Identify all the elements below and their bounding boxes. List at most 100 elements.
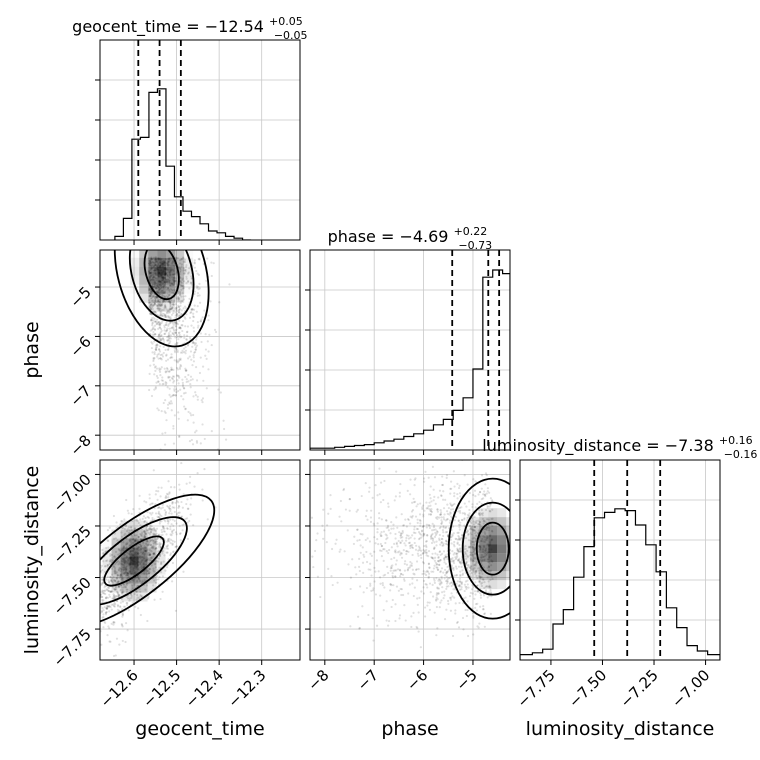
y-tick-label: −7.25 bbox=[50, 522, 95, 567]
contour-2 bbox=[447, 477, 510, 620]
density-cell bbox=[479, 562, 489, 572]
density-cell bbox=[148, 302, 158, 312]
density-cell bbox=[129, 583, 139, 593]
density-cell bbox=[470, 526, 480, 536]
density-cell bbox=[157, 231, 166, 240]
density-cell bbox=[130, 266, 140, 276]
density-cell bbox=[139, 240, 148, 249]
density-cell bbox=[120, 583, 130, 593]
density-cell bbox=[166, 302, 176, 312]
y-tick-label: −7.50 bbox=[50, 574, 95, 619]
title-geocent-time: geocent_time = −12.54 +0.05 −0.05 bbox=[72, 10, 308, 42]
density-cell bbox=[148, 293, 158, 303]
y-tick-label: −7 bbox=[66, 382, 94, 410]
density-cell bbox=[497, 562, 507, 572]
density-cell bbox=[129, 538, 139, 548]
density-cell bbox=[111, 583, 121, 593]
density-cell bbox=[138, 583, 148, 593]
density-cell bbox=[138, 529, 148, 539]
scatter-points bbox=[310, 460, 494, 649]
density-cell bbox=[111, 574, 121, 584]
y-tick-label: −7.75 bbox=[50, 625, 95, 670]
density-cell bbox=[175, 250, 185, 258]
cell-geocent_time-luminosity_distance: −12.6−12.5−12.4−12.3 −7.75 −7.50 −7.25 −7.00 bbox=[50, 459, 301, 711]
density-cell bbox=[157, 302, 167, 312]
title-geocent-time-label: geocent_time = −12.54 bbox=[72, 17, 264, 37]
density-cell bbox=[157, 240, 166, 249]
density-cell bbox=[147, 565, 157, 575]
density-cell bbox=[139, 275, 149, 285]
contour-1 bbox=[461, 501, 510, 596]
density-cell bbox=[147, 529, 157, 539]
density-cell bbox=[497, 571, 507, 581]
histogram-geocent_time bbox=[114, 88, 252, 240]
density-cell bbox=[156, 556, 166, 566]
density-cell bbox=[488, 553, 498, 563]
density-cell bbox=[470, 517, 480, 527]
ylabel-phase: phase bbox=[21, 321, 43, 378]
density-cell bbox=[111, 565, 121, 575]
title-phase-sup: +0.22 bbox=[454, 225, 488, 238]
density-cell bbox=[497, 580, 507, 590]
title-phase: phase = −4.69 +0.22 −0.73 bbox=[328, 220, 493, 252]
density-cell bbox=[506, 517, 510, 527]
density-cell bbox=[479, 517, 489, 527]
density-cell bbox=[138, 574, 148, 584]
density-cell bbox=[157, 275, 167, 285]
density-cell bbox=[479, 580, 489, 590]
title-luminosity-distance-label: luminosity_distance = −7.38 bbox=[482, 436, 713, 456]
x-tick-label: −12.6 bbox=[97, 666, 142, 711]
density-cell bbox=[129, 529, 139, 539]
density-cell bbox=[120, 556, 130, 566]
density-cell bbox=[184, 275, 194, 285]
x-tick-label: −12.3 bbox=[224, 666, 269, 711]
contour-1 bbox=[100, 516, 188, 606]
density-cell bbox=[166, 231, 175, 240]
y-tick-label: −7.00 bbox=[50, 471, 95, 516]
density-cell bbox=[166, 266, 176, 276]
density-cell bbox=[148, 231, 157, 240]
y-tick-label: −5 bbox=[66, 283, 94, 311]
density-cell bbox=[138, 592, 148, 602]
density-cell bbox=[470, 553, 480, 563]
density-cell bbox=[488, 535, 498, 545]
density-cell bbox=[129, 574, 139, 584]
title-geocent-time-sub: −0.05 bbox=[274, 29, 308, 42]
contour-2 bbox=[113, 250, 210, 348]
axes-frame bbox=[309, 459, 511, 661]
x-tick-label: −7.50 bbox=[565, 666, 610, 711]
density-cell bbox=[461, 535, 471, 545]
density-cell bbox=[157, 284, 167, 294]
density-cell bbox=[184, 257, 194, 267]
histogram-phase bbox=[310, 269, 510, 450]
title-phase-label: phase = −4.69 bbox=[328, 227, 449, 246]
density-cell bbox=[488, 580, 498, 590]
density-cell bbox=[148, 240, 157, 249]
density-cell bbox=[497, 517, 507, 527]
density-cell bbox=[120, 574, 130, 584]
x-tick-label: −7.75 bbox=[514, 666, 559, 711]
ylabel-luminosity-distance: luminosity_distance bbox=[21, 466, 43, 655]
density-cell bbox=[139, 266, 149, 276]
x-tick-label: −12.4 bbox=[182, 666, 227, 711]
density-cell bbox=[129, 547, 139, 557]
density-cell bbox=[175, 293, 185, 303]
density-cell bbox=[147, 547, 157, 557]
density-cell bbox=[479, 526, 489, 536]
density-cell bbox=[139, 293, 149, 303]
density-cell bbox=[470, 571, 480, 581]
x-tick-label: −12.5 bbox=[139, 666, 184, 711]
axes-frame bbox=[99, 39, 301, 241]
xlabel-geocent-time: geocent_time bbox=[135, 718, 264, 740]
density-cell bbox=[506, 562, 510, 572]
density-cell bbox=[138, 556, 148, 566]
density-cell bbox=[166, 240, 175, 249]
axes-frame bbox=[309, 249, 511, 451]
density-cell bbox=[138, 538, 148, 548]
density-cell bbox=[461, 553, 471, 563]
density-cell bbox=[148, 266, 158, 276]
density-cell bbox=[166, 284, 176, 294]
density-cell bbox=[147, 574, 157, 584]
density-cell bbox=[166, 275, 176, 285]
